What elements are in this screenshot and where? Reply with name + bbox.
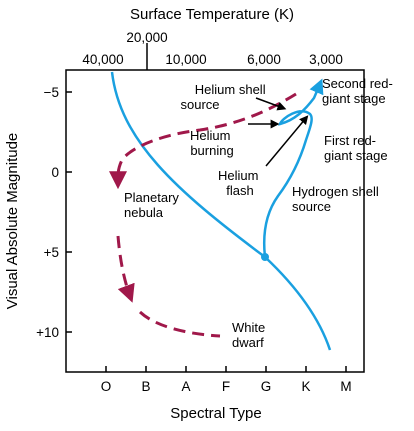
label-helium-shell: Helium shell source xyxy=(180,82,269,112)
bottom-tick-label: O xyxy=(101,379,112,394)
top-tick-label: 6,000 xyxy=(247,52,281,67)
left-axis: −5 0 +5 +10 xyxy=(36,85,72,340)
top-tick-label: 20,000 xyxy=(126,30,167,45)
label-second-red-giant: Second red- giant stage xyxy=(322,76,396,106)
left-tick-label: −5 xyxy=(44,85,59,100)
left-tick-label: +5 xyxy=(44,245,59,260)
label-first-red-giant: First red- giant stage xyxy=(324,133,388,163)
label-white-dwarf: White dwarf xyxy=(232,320,269,350)
bottom-tick-label: G xyxy=(261,379,272,394)
bottom-tick-label: K xyxy=(301,379,310,394)
helium-flash-pointer xyxy=(265,115,309,167)
bottom-axis: O B A F G K M xyxy=(101,366,352,394)
bottom-tick-label: B xyxy=(141,379,150,394)
helium-shell-pointer xyxy=(255,97,287,111)
label-hydrogen-shell: Hydrogen shell source xyxy=(292,184,382,214)
bottom-tick-label: A xyxy=(181,379,190,394)
top-axis-title: Surface Temperature (K) xyxy=(130,6,294,23)
top-tick-label: 3,000 xyxy=(309,52,343,67)
evolution-path-line xyxy=(108,92,297,190)
bottom-tick-label: F xyxy=(222,379,230,394)
bottom-tick-label: M xyxy=(340,379,351,394)
main-sequence-line xyxy=(110,71,332,351)
white-dwarf-path xyxy=(138,310,221,338)
turnoff-point xyxy=(261,253,269,261)
label-helium-flash: Helium flash xyxy=(218,168,262,198)
label-helium-burning: Helium burning xyxy=(190,128,234,158)
red-giant-branch-line xyxy=(263,78,324,258)
bottom-axis-title: Spectral Type xyxy=(170,405,261,422)
top-axis: 20,000 40,000 10,000 6,000 3,000 xyxy=(82,30,343,70)
top-tick-label: 10,000 xyxy=(165,52,206,67)
top-tick-label: 40,000 xyxy=(82,52,123,67)
left-axis-title: Visual Absolute Magnitude xyxy=(4,133,21,310)
left-tick-label: 0 xyxy=(51,165,59,180)
left-tick-label: +10 xyxy=(36,325,59,340)
plot-frame xyxy=(65,69,365,373)
planetary-nebula-path xyxy=(116,235,135,303)
label-planetary-nebula: Planetary nebula xyxy=(124,190,183,220)
